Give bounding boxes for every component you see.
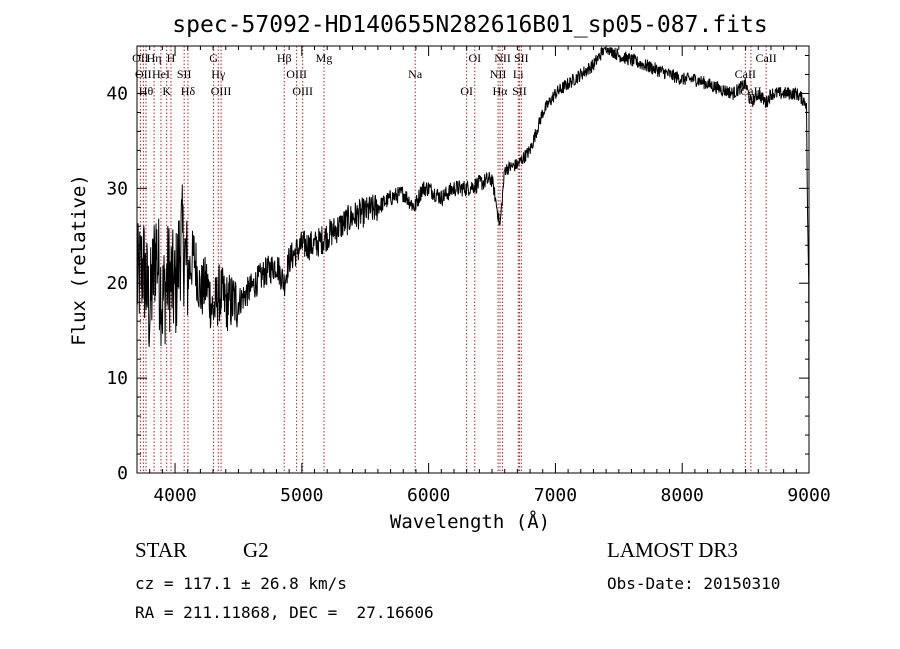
line-label-2: Hθ [139,84,154,98]
line-label-22: Li [513,67,524,81]
y-tick-label: 0 [117,463,128,484]
line-label-10: Hγ [211,67,226,81]
line-label-25: CaII [735,67,756,81]
x-tick-label: 6000 [407,485,450,506]
line-label-21: NII [494,51,511,65]
line-label-18: OI [468,51,481,65]
line-label-20: Hα [493,84,509,98]
y-tick-label: 10 [106,368,128,389]
spectrum-line [136,46,810,398]
line-label-17: OI [460,84,473,98]
line-label-24: SII [514,51,529,65]
redshift-velocity: cz = 117.1 ± 26.8 km/s [135,574,347,593]
x-tick-label: 4000 [153,485,196,506]
spectral-line-labels: OIIOIIHθHηHeIKHSIIHδGHγOIIIHβOIIIOIIIMgN… [132,51,777,98]
object-class: STAR [135,538,187,562]
x-tick-label: 8000 [661,485,704,506]
line-label-7: SII [177,67,192,81]
y-tick-label: 30 [106,178,128,199]
line-label-4: HeI [152,67,170,81]
line-label-12: Hβ [277,51,292,65]
line-label-1: OII [135,67,152,81]
spectral-line-markers [139,46,767,473]
line-label-14: OIII [292,84,313,98]
x-tick-label: 7000 [534,485,577,506]
x-axis-label: Wavelength (Å) [390,510,550,533]
x-tick-label: 5000 [280,485,323,506]
line-label-15: Mg [316,51,333,65]
line-label-16: Na [408,67,423,81]
line-label-11: OIII [211,84,232,98]
coordinates: RA = 211.11868, DEC = 27.16606 [135,603,434,622]
y-axis-ticks: 0 10 20 30 40 [106,54,809,484]
y-tick-label: 40 [106,83,128,104]
chart-title: spec-57092-HD140655N282616B01_sp05-087.f… [172,12,767,38]
y-tick-label: 20 [106,273,128,294]
x-tick-label: 9000 [787,485,830,506]
observation-date: Obs-Date: 20150310 [607,574,781,593]
y-axis-label: Flux (relative) [68,174,90,346]
x-axis-ticks: 4000 5000 6000 7000 8000 9000 [136,46,831,506]
line-label-3: Hη [147,51,162,65]
plot-frame [136,45,810,474]
line-label-8: Hδ [181,84,196,98]
line-label-6: H [167,51,176,65]
line-label-23: SII [512,84,527,98]
line-label-9: G [209,51,218,65]
line-label-19: NII [490,67,507,81]
line-label-27: CaII [755,51,776,65]
object-subclass: G2 [243,538,269,562]
survey-name: LAMOST DR3 [607,538,738,562]
line-label-5: K [162,84,171,98]
line-label-13: OIII [286,67,307,81]
line-label-0: OII [132,51,149,65]
